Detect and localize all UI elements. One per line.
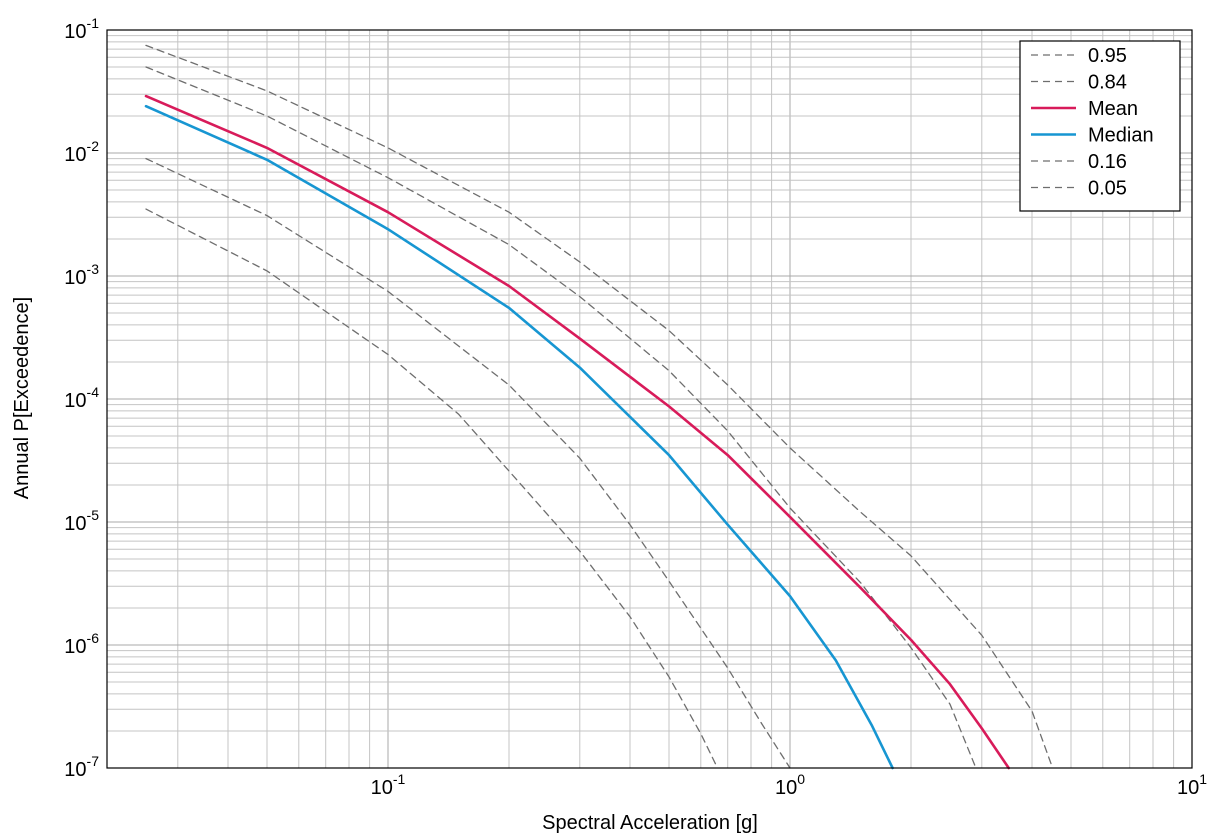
series-line-mean (144, 94, 1010, 770)
y-tick-label: 10-4 (64, 384, 99, 412)
y-tick-base: 10 (64, 144, 86, 166)
y-tick-exponent: -2 (87, 138, 100, 154)
series-line-0-16 (145, 157, 791, 769)
x-tick-label: 100 (775, 771, 805, 799)
x-tick-exponent: 0 (797, 771, 805, 787)
y-axis-label: Annual P[Exceedence] (11, 297, 33, 499)
y-tick-exponent: -6 (87, 630, 100, 646)
grid (106, 30, 1192, 769)
plot-frame (106, 29, 1193, 769)
legend-label: 0.16 (1088, 151, 1127, 173)
y-tick-base: 10 (64, 390, 86, 412)
y-tick-base: 10 (64, 21, 86, 43)
y-tick-label: 10-3 (64, 261, 99, 289)
y-tick-base: 10 (64, 267, 86, 289)
y-tick-label: 10-5 (64, 507, 99, 535)
y-tick-base: 10 (64, 636, 86, 658)
legend-label: 0.95 (1088, 45, 1127, 67)
x-tick-label: 101 (1177, 771, 1207, 799)
y-tick-label: 10-6 (64, 630, 99, 658)
x-axis-label: Spectral Acceleration [g] (542, 812, 758, 834)
series-line-0-84 (145, 66, 977, 769)
x-tick-label: 10-1 (371, 771, 406, 799)
y-tick-exponent: -5 (87, 507, 100, 523)
legend-label: Median (1088, 125, 1154, 147)
x-tick-base: 10 (371, 777, 393, 799)
series-line-median (144, 104, 894, 770)
y-tick-exponent: -3 (87, 261, 100, 277)
legend-box (1019, 40, 1181, 212)
y-tick-base: 10 (64, 513, 86, 535)
y-tick-base: 10 (64, 759, 86, 781)
y-tick-label: 10-1 (64, 15, 99, 43)
y-tick-label: 10-7 (64, 753, 99, 781)
legend-label: 0.05 (1088, 178, 1127, 200)
y-tick-label: 10-2 (64, 138, 99, 166)
x-tick-base: 10 (1177, 777, 1199, 799)
legend-label: Mean (1088, 98, 1138, 120)
y-tick-exponent: -4 (87, 384, 100, 400)
x-tick-base: 10 (775, 777, 797, 799)
legend-label: 0.84 (1088, 72, 1127, 94)
series-line-0-95 (145, 44, 1054, 769)
series-layer (144, 44, 1054, 770)
series-line-0-05 (145, 208, 719, 769)
legend: 0.95 0.84 Mean Median 0.16 0.05 (1019, 40, 1181, 212)
x-tick-exponent: -1 (393, 771, 406, 787)
y-tick-exponent: -1 (87, 15, 100, 31)
x-tick-exponent: 1 (1199, 771, 1207, 787)
y-tick-exponent: -7 (87, 753, 100, 769)
